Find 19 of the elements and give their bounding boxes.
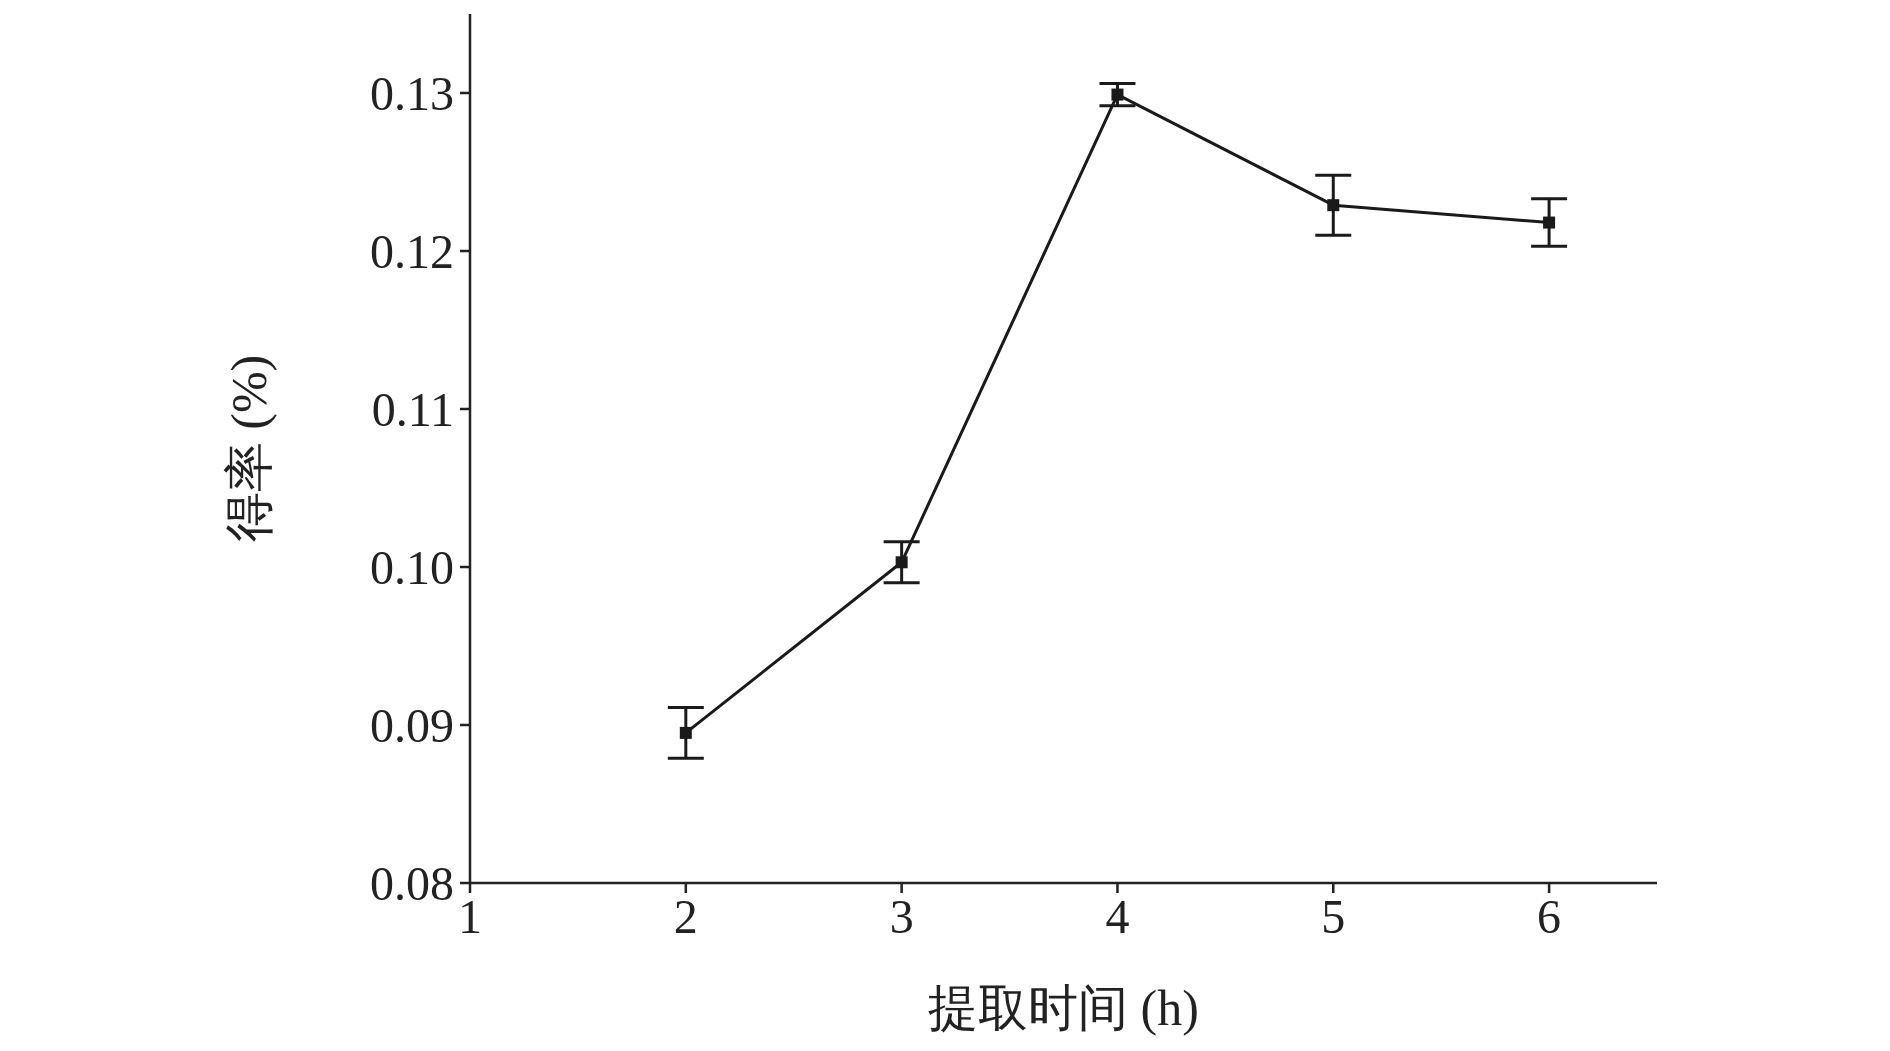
x-tick-label: 3 [889,890,914,944]
point [1543,216,1556,229]
point [1327,199,1340,212]
y-tick-label: 0.09 [370,699,454,753]
x-axis-title: 提取时间 (h) [928,980,1199,1036]
y-tick-label: 0.11 [371,383,454,437]
x-tick-label: 2 [673,890,698,944]
x-tick-label: 1 [458,890,482,944]
y-tick-label: 0.13 [370,67,454,121]
x-tick-label: 4 [1105,890,1130,944]
y-tick-label: 0.12 [370,225,454,279]
point [679,726,692,739]
point [895,556,908,569]
point [1111,88,1124,101]
x-tick-label: 5 [1321,890,1346,944]
y-axis-title: 得率 (%) [220,354,277,543]
y-tick-label: 0.10 [370,541,454,595]
y-tick-label: 0.08 [370,857,454,911]
x-tick-label: 6 [1537,890,1562,944]
